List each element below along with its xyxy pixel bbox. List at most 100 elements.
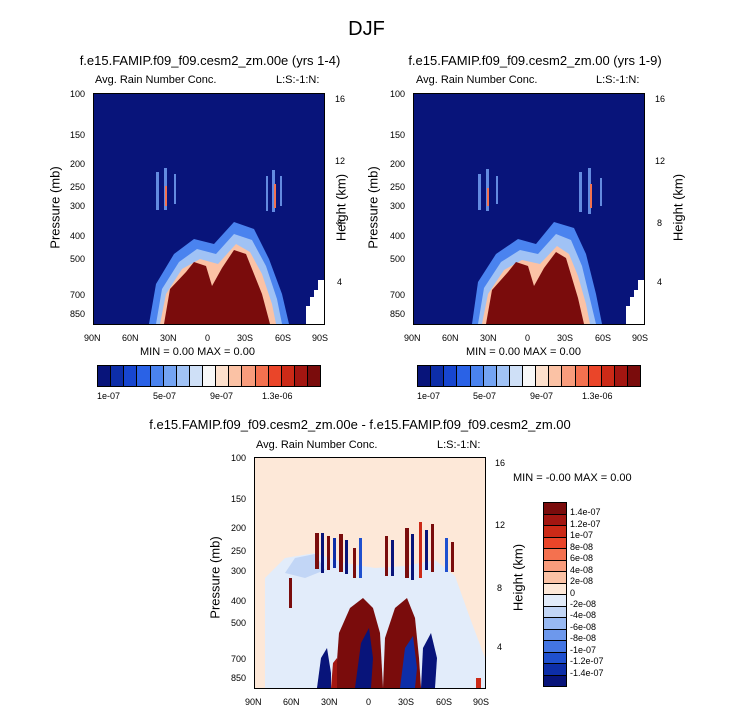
p2-ptick-250: 250 — [390, 182, 406, 192]
cbar3-swatch-0 — [544, 503, 566, 515]
cbar3-swatch-6 — [544, 572, 566, 584]
panel2-heatmap — [472, 168, 644, 324]
cbar2-label-1: 1e-07 — [417, 391, 441, 401]
p2-ptick-400: 400 — [390, 231, 406, 241]
p2-ptick-700: 700 — [390, 290, 406, 300]
cbar2-swatch-5 — [483, 366, 497, 386]
cbar1-swatch-6 — [176, 366, 190, 386]
p1-ptick-300: 300 — [70, 201, 86, 211]
p3-ptick-250: 250 — [231, 546, 247, 556]
panel3-title: f.e15.FAMIP.f09_f09.cesm2_zm.00e - f.e15… — [149, 417, 571, 432]
cbar1-swatch-11 — [242, 366, 256, 386]
panel3-ylabel-left: Pressure (mb) — [207, 536, 223, 619]
p2-htick-16: 16 — [655, 94, 666, 104]
panel1-variable-label: Avg. Rain Number Conc. — [95, 74, 217, 86]
cbar3-label-3: 8e-08 — [570, 541, 594, 552]
cbar1-swatch-14 — [281, 366, 295, 386]
p3-ptick-150: 150 — [231, 494, 247, 504]
cbar3-label-5: 4e-08 — [570, 564, 594, 575]
p1-xtick-90s: 90S — [312, 333, 329, 343]
panel3-colorbar — [543, 502, 567, 687]
cbar1-swatch-7 — [189, 366, 203, 386]
cbar1-label-2: 5e-07 — [153, 391, 177, 401]
cbar3-swatch-5 — [544, 560, 566, 572]
panel1-plot — [93, 93, 325, 325]
p3-ptick-100: 100 — [231, 453, 247, 463]
cbar3-swatch-10 — [544, 618, 566, 630]
cbar2-swatch-2 — [444, 366, 458, 386]
p2-ptick-300: 300 — [390, 201, 406, 211]
cbar3-swatch-2 — [544, 526, 566, 538]
panel3-code-label: L:S:-1:N: — [437, 439, 481, 451]
cbar3-swatch-11 — [544, 629, 566, 641]
cbar3-swatch-14 — [544, 664, 566, 676]
p3-ptick-850: 850 — [231, 673, 247, 683]
cbar3-label-9: -4e-08 — [570, 610, 597, 621]
cbar1-swatch-12 — [255, 366, 269, 386]
cbar3-swatch-7 — [544, 583, 566, 595]
panel2-code-label: L:S:-1:N: — [596, 74, 640, 86]
p2-htick-4: 4 — [657, 277, 663, 287]
p3-ptick-700: 700 — [231, 654, 247, 664]
p1-xtick-60n: 60N — [122, 333, 139, 343]
cbar1-label-1: 1e-07 — [97, 391, 121, 401]
p3-ptick-200: 200 — [231, 523, 247, 533]
cbar3-swatch-12 — [544, 641, 566, 653]
p2-ptick-150: 150 — [390, 130, 406, 140]
cbar1-swatch-9 — [216, 366, 230, 386]
p2-htick-12: 12 — [655, 156, 666, 166]
p1-ptick-250: 250 — [70, 182, 86, 192]
p2-xtick-30s: 30S — [557, 333, 574, 343]
p2-ptick-200: 200 — [390, 159, 406, 169]
cbar3-label-1: 1.2e-07 — [570, 518, 601, 529]
cbar2-swatch-16 — [628, 366, 641, 386]
panel1-code-label: L:S:-1:N: — [276, 74, 320, 86]
p1-ptick-150: 150 — [70, 130, 86, 140]
cbar3-label-13: -1.2e-07 — [570, 656, 604, 667]
cbar2-swatch-10 — [549, 366, 563, 386]
cbar2-swatch-0 — [418, 366, 432, 386]
cbar1-swatch-10 — [229, 366, 243, 386]
p1-ptick-850: 850 — [70, 309, 86, 319]
cbar1-label-4: 1.3e-06 — [262, 391, 293, 401]
p3-xtick-0: 0 — [366, 697, 372, 707]
panel2-title: f.e15.FAMIP.f09_f09.cesm2_zm.00 (yrs 1-9… — [408, 53, 662, 68]
panel1-colorbar — [97, 365, 321, 387]
p3-ptick-400: 400 — [231, 596, 247, 606]
panel1-ylabel-left: Pressure (mb) — [47, 166, 63, 249]
p1-xtick-30n: 30N — [160, 333, 177, 343]
panel1-heatmap — [149, 168, 324, 324]
cbar2-swatch-12 — [575, 366, 589, 386]
p3-xtick-30n: 30N — [321, 697, 338, 707]
p2-xtick-90s: 90S — [632, 333, 649, 343]
cbar3-swatch-13 — [544, 652, 566, 664]
panel3-minmax: MIN = -0.00 MAX = 0.00 — [513, 472, 632, 484]
cbar3-label-6: 2e-08 — [570, 576, 594, 587]
cbar2-swatch-11 — [562, 366, 576, 386]
p3-htick-8: 8 — [497, 583, 503, 593]
cbar3-label-7: 0 — [570, 587, 576, 598]
p1-ptick-700: 700 — [70, 290, 86, 300]
p2-xtick-30n: 30N — [480, 333, 497, 343]
cbar3-swatch-4 — [544, 549, 566, 561]
p3-xtick-60n: 60N — [283, 697, 300, 707]
figure-title: DJF — [348, 18, 385, 40]
cbar3-swatch-1 — [544, 514, 566, 526]
cbar3-label-14: -1.4e-07 — [570, 667, 604, 678]
p3-htick-16: 16 — [495, 458, 506, 468]
p3-htick-12: 12 — [495, 520, 506, 530]
cbar3-label-10: -6e-08 — [570, 621, 597, 632]
p2-htick-8: 8 — [657, 218, 663, 228]
cbar3-label-2: 1e-07 — [570, 530, 594, 541]
p2-xtick-90n: 90N — [404, 333, 421, 343]
cbar3-label-12: -1e-07 — [570, 644, 597, 655]
cbar2-label-2: 5e-07 — [473, 391, 497, 401]
cbar3-swatch-9 — [544, 606, 566, 618]
p3-xtick-60s: 60S — [436, 697, 453, 707]
p3-ptick-500: 500 — [231, 618, 247, 628]
cbar1-label-3: 9e-07 — [210, 391, 234, 401]
panel2-ylabel-right: Height (km) — [670, 173, 686, 242]
cbar2-swatch-7 — [509, 366, 523, 386]
cbar2-swatch-4 — [470, 366, 484, 386]
panel2-ylabel-left: Pressure (mb) — [365, 166, 381, 249]
